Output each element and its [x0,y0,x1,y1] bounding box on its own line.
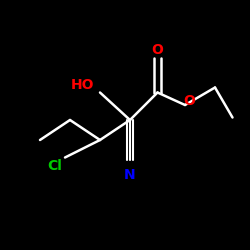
Text: HO: HO [71,78,94,92]
Text: Cl: Cl [48,159,62,173]
Text: O: O [183,94,195,108]
Text: N: N [124,168,136,182]
Text: O: O [152,43,164,57]
